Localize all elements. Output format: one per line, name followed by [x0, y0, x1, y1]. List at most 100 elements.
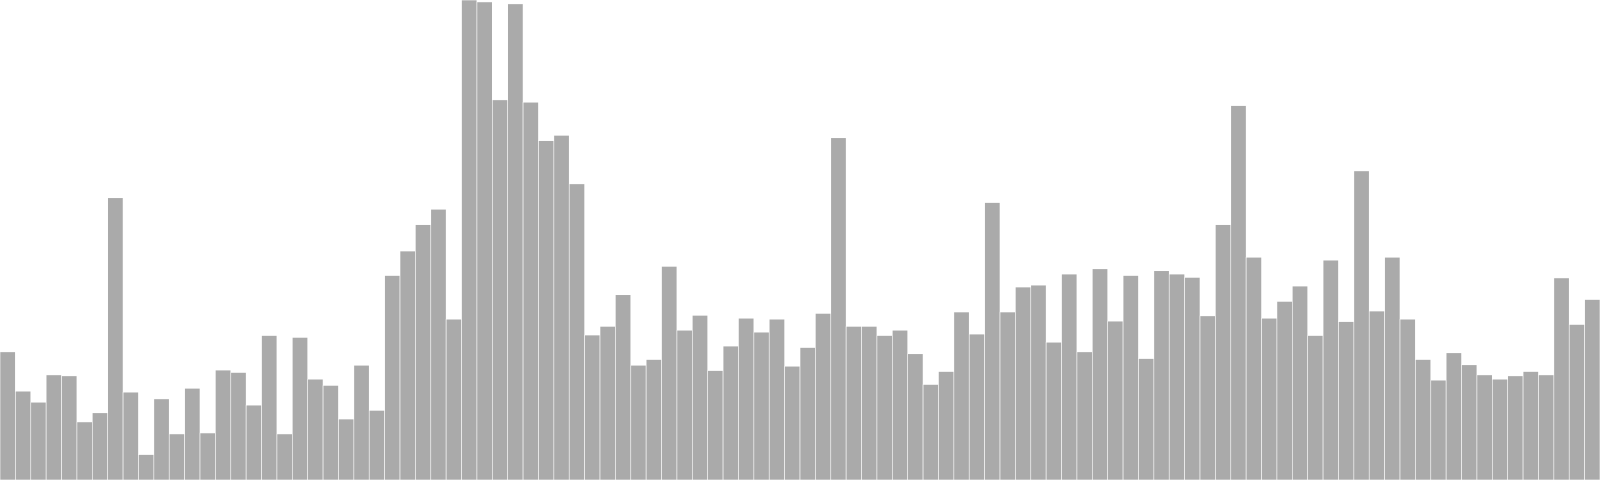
bar-62 — [938, 371, 955, 480]
bar-27 — [399, 250, 416, 480]
bar-1 — [0, 351, 16, 480]
bar-59 — [892, 329, 908, 480]
bar-74 — [1122, 275, 1139, 480]
bar-52 — [784, 365, 801, 480]
bar-35 — [522, 101, 539, 480]
bar-100 — [1522, 371, 1539, 480]
bar-93 — [1415, 359, 1432, 480]
bar-72 — [1092, 268, 1108, 480]
bar-58 — [876, 335, 893, 480]
bar-85 — [1292, 285, 1308, 480]
bar-98 — [1492, 378, 1508, 480]
bar-7 — [92, 412, 108, 480]
bar-103 — [1568, 324, 1585, 480]
bar-48 — [722, 345, 739, 480]
bar-86 — [1307, 335, 1324, 480]
bar-89 — [1353, 170, 1370, 480]
bar-28 — [415, 224, 432, 480]
bar-3 — [30, 401, 47, 480]
bar-49 — [738, 317, 755, 480]
bar-73 — [1107, 320, 1124, 480]
bar-14 — [199, 432, 216, 480]
bar-21 — [307, 378, 324, 480]
bar-50 — [753, 331, 770, 480]
bar-55 — [830, 137, 847, 480]
bar-97 — [1476, 374, 1493, 480]
bar-39 — [584, 334, 601, 480]
bar-75 — [1138, 358, 1155, 480]
bar-37 — [553, 135, 570, 480]
bar-96 — [1461, 364, 1478, 480]
bar-22 — [322, 385, 339, 480]
bar-43 — [645, 359, 662, 480]
bar-65 — [984, 202, 1001, 480]
bar-53 — [799, 347, 816, 480]
bar-77 — [1168, 273, 1185, 480]
bar-81 — [1230, 105, 1247, 480]
bar-5 — [61, 375, 78, 480]
bar-83 — [1261, 317, 1278, 480]
bar-51 — [768, 318, 785, 480]
bar-88 — [1338, 321, 1355, 480]
bar-64 — [968, 333, 985, 480]
bar-18 — [261, 335, 278, 480]
bar-56 — [845, 326, 862, 480]
bar-33 — [492, 99, 508, 480]
bar-8 — [107, 197, 124, 480]
bar-95 — [1445, 352, 1462, 480]
bar-12 — [168, 433, 185, 480]
bar-78 — [1184, 277, 1201, 480]
bar-57 — [861, 326, 878, 480]
bar-63 — [953, 311, 970, 480]
bar-69 — [1045, 341, 1062, 480]
bar-70 — [1061, 273, 1078, 480]
bar-40 — [599, 326, 616, 480]
bar-32 — [476, 1, 493, 480]
bar-15 — [215, 369, 232, 480]
bar-45 — [676, 329, 693, 480]
bar-2 — [15, 390, 32, 480]
bar-94 — [1430, 379, 1447, 480]
bar-60 — [907, 353, 924, 480]
bar-82 — [1245, 256, 1262, 480]
bar-34 — [507, 3, 524, 480]
bar-20 — [292, 337, 308, 480]
bar-9 — [122, 391, 139, 480]
bar-16 — [230, 372, 247, 480]
bar-101 — [1538, 374, 1555, 480]
bar-99 — [1507, 375, 1524, 480]
bar-6 — [76, 421, 93, 480]
bar-76 — [1153, 270, 1170, 480]
bar-92 — [1399, 318, 1416, 480]
bar-29 — [430, 208, 447, 480]
bar-84 — [1276, 301, 1293, 480]
bar-68 — [1030, 284, 1047, 480]
bar-17 — [245, 404, 262, 480]
bar-87 — [1322, 259, 1339, 480]
bar-91 — [1384, 256, 1401, 480]
bar-10 — [138, 454, 155, 480]
bar-24 — [353, 364, 370, 480]
bar-102 — [1553, 277, 1570, 480]
bar-61 — [922, 384, 939, 480]
bar-19 — [276, 433, 293, 480]
bar-71 — [1076, 351, 1093, 480]
bar-79 — [1199, 315, 1216, 480]
bar-42 — [630, 364, 647, 480]
bar-80 — [1215, 224, 1232, 480]
bar-67 — [1015, 286, 1032, 480]
bar-47 — [707, 370, 724, 480]
bar-104 — [1584, 299, 1600, 480]
bar-54 — [815, 313, 832, 480]
bar-23 — [338, 418, 355, 480]
bar-31 — [461, 0, 478, 480]
bar-90 — [1368, 310, 1385, 480]
bar-26 — [384, 275, 401, 480]
bar-25 — [368, 410, 385, 480]
bar-30 — [445, 318, 462, 480]
bar-36 — [538, 140, 555, 480]
bar-13 — [184, 388, 201, 480]
